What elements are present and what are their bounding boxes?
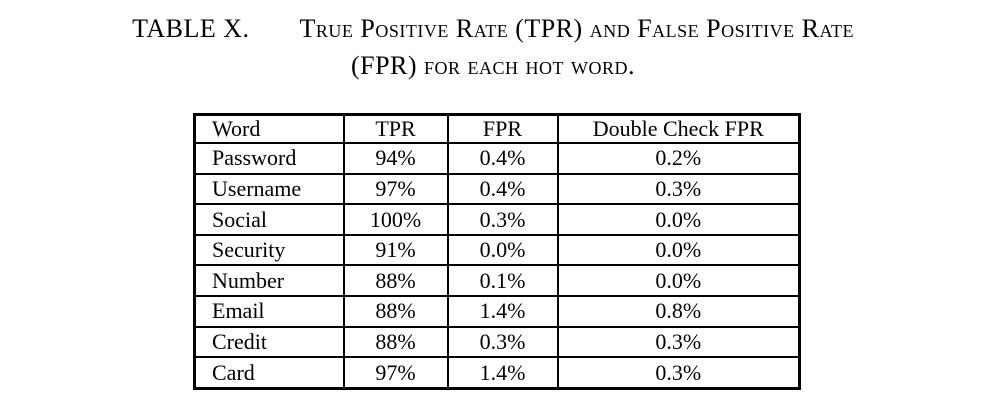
- cell-double-check-fpr: 0.2%: [556, 142, 801, 175]
- cell-tpr: 97%: [342, 356, 449, 390]
- caption-line-1: TABLE X. True Positive Rate (TPR) and Fal…: [0, 12, 986, 46]
- cell-fpr: 0.1%: [446, 264, 559, 298]
- header-word: Word: [193, 113, 345, 144]
- table-number-label: TABLE X.: [132, 14, 250, 43]
- header-double-check-fpr: Double Check FPR: [556, 113, 801, 144]
- cell-fpr: 0.0%: [446, 233, 559, 267]
- table-row: Credit 88% 0.3% 0.3%: [193, 325, 801, 359]
- cell-fpr: 1.4%: [446, 356, 559, 390]
- cell-word: Email: [193, 295, 345, 328]
- table-row: Username 97% 0.4% 0.3%: [193, 172, 801, 206]
- cell-fpr: 0.4%: [446, 172, 559, 206]
- cell-double-check-fpr: 0.3%: [556, 325, 801, 359]
- tpr-fpr-table: Word TPR FPR Double Check FPR Password 94…: [193, 113, 801, 390]
- cell-double-check-fpr: 0.8%: [556, 295, 801, 328]
- header-tpr: TPR: [342, 113, 449, 144]
- cell-double-check-fpr: 0.0%: [556, 233, 801, 267]
- table-header-row: Word TPR FPR Double Check FPR: [193, 113, 801, 144]
- cell-word: Password: [193, 142, 345, 175]
- header-fpr: FPR: [446, 113, 559, 144]
- cell-tpr: 100%: [342, 203, 449, 236]
- cell-double-check-fpr: 0.0%: [556, 264, 801, 298]
- table-row: Security 91% 0.0% 0.0%: [193, 233, 801, 267]
- table-row: Email 88% 1.4% 0.8%: [193, 295, 801, 328]
- table-row: Social 100% 0.3% 0.0%: [193, 203, 801, 236]
- cell-double-check-fpr: 0.0%: [556, 203, 801, 236]
- cell-fpr: 0.3%: [446, 203, 559, 236]
- table-row: Password 94% 0.4% 0.2%: [193, 142, 801, 175]
- cell-word: Number: [193, 264, 345, 298]
- cell-double-check-fpr: 0.3%: [556, 356, 801, 390]
- cell-fpr: 0.4%: [446, 142, 559, 175]
- cell-tpr: 94%: [342, 142, 449, 175]
- cell-tpr: 88%: [342, 264, 449, 298]
- cell-tpr: 97%: [342, 172, 449, 206]
- cell-tpr: 91%: [342, 233, 449, 267]
- cell-word: Card: [193, 356, 345, 390]
- table-row: Number 88% 0.1% 0.0%: [193, 264, 801, 298]
- cell-double-check-fpr: 0.3%: [556, 172, 801, 206]
- cell-fpr: 0.3%: [446, 325, 559, 359]
- cell-tpr: 88%: [342, 295, 449, 328]
- cell-word: Social: [193, 203, 345, 236]
- cell-word: Username: [193, 172, 345, 206]
- caption-title-part-2: (FPR) for each hot word.: [350, 50, 636, 80]
- cell-fpr: 1.4%: [446, 295, 559, 328]
- cell-tpr: 88%: [342, 325, 449, 359]
- cell-word: Credit: [193, 325, 345, 359]
- caption-title-part-1: True Positive Rate (TPR) and False Posit…: [299, 14, 854, 43]
- table-caption: TABLE X. True Positive Rate (TPR) and Fal…: [0, 12, 986, 83]
- cell-word: Security: [193, 233, 345, 267]
- table-row: Card 97% 1.4% 0.3%: [193, 356, 801, 390]
